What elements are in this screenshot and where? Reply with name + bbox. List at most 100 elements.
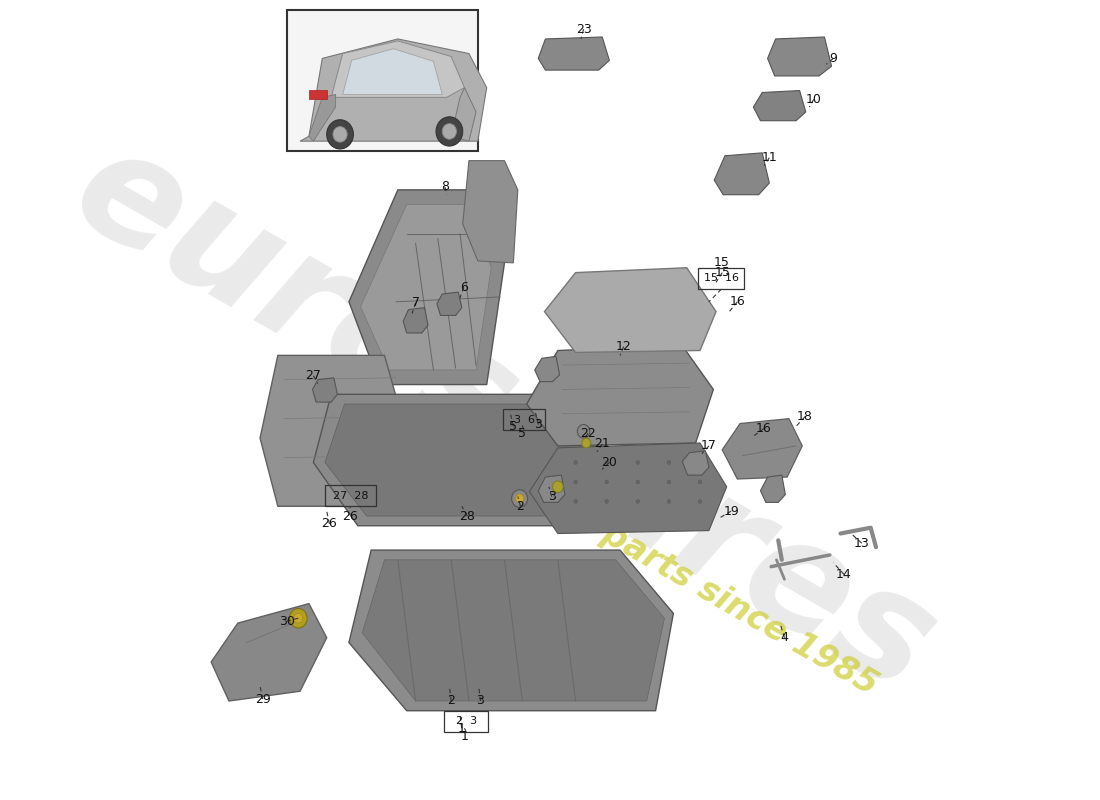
Text: 22: 22 — [580, 426, 596, 440]
Text: 18: 18 — [798, 410, 813, 423]
Circle shape — [333, 126, 348, 142]
Text: 30: 30 — [278, 614, 295, 628]
Circle shape — [667, 461, 671, 465]
Polygon shape — [544, 268, 716, 353]
Polygon shape — [343, 49, 442, 94]
Text: 26: 26 — [321, 518, 338, 530]
Polygon shape — [538, 475, 565, 502]
Text: 15: 15 — [714, 266, 730, 279]
Circle shape — [552, 481, 563, 493]
Text: 9: 9 — [829, 52, 837, 65]
Circle shape — [698, 499, 702, 503]
Text: 2: 2 — [448, 694, 455, 707]
Circle shape — [442, 124, 456, 139]
Text: 17: 17 — [701, 439, 717, 453]
Text: eurospares: eurospares — [48, 113, 960, 725]
Circle shape — [574, 461, 578, 465]
Text: 7: 7 — [411, 296, 419, 310]
Polygon shape — [723, 418, 802, 479]
Polygon shape — [314, 394, 616, 526]
Polygon shape — [404, 308, 428, 333]
Text: 2: 2 — [517, 500, 525, 513]
Text: 3: 3 — [548, 490, 556, 503]
Circle shape — [294, 614, 302, 623]
Text: 15: 15 — [714, 256, 729, 270]
Polygon shape — [312, 378, 338, 402]
Text: 16: 16 — [756, 422, 772, 435]
Polygon shape — [324, 404, 603, 516]
Circle shape — [636, 480, 639, 484]
Text: 26: 26 — [342, 510, 358, 522]
Text: 29: 29 — [255, 693, 271, 706]
Text: 16: 16 — [729, 295, 745, 308]
Polygon shape — [760, 475, 785, 502]
Text: a passion for parts since 1985: a passion for parts since 1985 — [375, 389, 883, 702]
Text: 20: 20 — [602, 456, 617, 469]
Bar — [444, 710, 488, 732]
Text: 11: 11 — [761, 151, 778, 164]
Text: 5: 5 — [509, 420, 517, 433]
Polygon shape — [527, 346, 714, 446]
Text: 3: 3 — [535, 418, 542, 431]
Text: 1: 1 — [461, 730, 469, 742]
Text: 27: 27 — [306, 370, 321, 382]
Polygon shape — [714, 153, 769, 194]
Circle shape — [605, 499, 608, 503]
Text: 1: 1 — [458, 722, 465, 734]
Polygon shape — [768, 37, 832, 76]
Circle shape — [574, 499, 578, 503]
Text: 12: 12 — [616, 340, 631, 353]
Polygon shape — [538, 37, 609, 70]
Polygon shape — [437, 292, 462, 315]
Text: 14: 14 — [836, 568, 851, 581]
Text: 6: 6 — [460, 281, 467, 294]
Text: 5: 5 — [518, 426, 526, 440]
Circle shape — [636, 499, 639, 503]
Circle shape — [327, 120, 353, 149]
Polygon shape — [260, 355, 403, 506]
Polygon shape — [463, 161, 518, 263]
Text: 4: 4 — [781, 631, 789, 644]
Circle shape — [512, 490, 528, 507]
Circle shape — [516, 494, 524, 503]
Polygon shape — [361, 205, 492, 370]
Circle shape — [667, 480, 671, 484]
Polygon shape — [535, 356, 560, 382]
Text: 2  3: 2 3 — [455, 717, 476, 726]
Circle shape — [582, 438, 591, 448]
Circle shape — [605, 461, 608, 465]
Text: 27  28: 27 28 — [333, 490, 369, 501]
Polygon shape — [211, 604, 327, 701]
Bar — [287, 10, 477, 151]
Text: 13: 13 — [854, 537, 870, 550]
Circle shape — [605, 480, 608, 484]
Polygon shape — [309, 94, 336, 141]
Text: 19: 19 — [724, 505, 739, 518]
Circle shape — [698, 461, 702, 465]
Circle shape — [667, 499, 671, 503]
Polygon shape — [754, 90, 806, 121]
Polygon shape — [529, 443, 727, 534]
Text: 21: 21 — [594, 438, 610, 450]
Polygon shape — [682, 450, 708, 475]
Polygon shape — [300, 39, 486, 141]
Bar — [324, 485, 376, 506]
Bar — [698, 268, 745, 289]
Polygon shape — [349, 190, 505, 385]
Text: 28: 28 — [459, 510, 475, 522]
Circle shape — [289, 609, 307, 628]
Circle shape — [436, 117, 463, 146]
Text: 23: 23 — [575, 22, 592, 36]
Polygon shape — [331, 41, 464, 98]
Text: 3  6: 3 6 — [514, 414, 535, 425]
Polygon shape — [349, 550, 673, 710]
Bar — [503, 409, 546, 430]
Text: 3: 3 — [476, 694, 484, 707]
Polygon shape — [362, 560, 664, 701]
Text: 15  16: 15 16 — [704, 274, 739, 283]
Polygon shape — [451, 88, 476, 141]
Text: 8: 8 — [441, 181, 449, 194]
Circle shape — [636, 461, 639, 465]
Circle shape — [698, 480, 702, 484]
Circle shape — [578, 425, 590, 438]
